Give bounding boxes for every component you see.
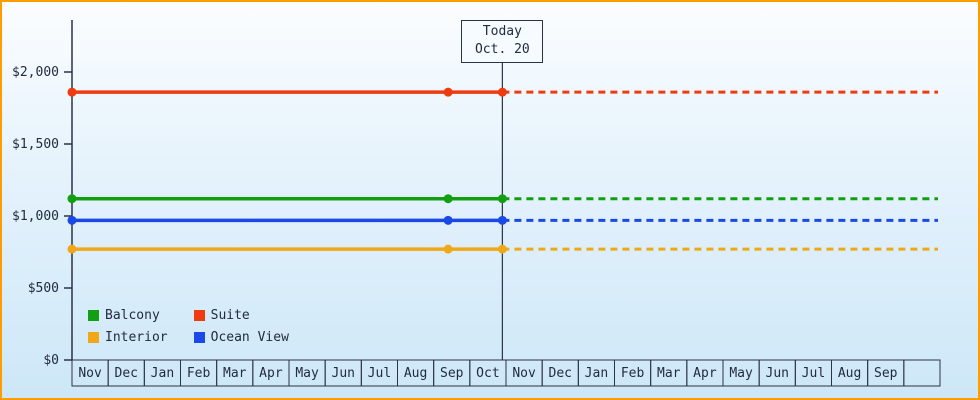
legend-label: Balcony (105, 308, 160, 323)
y-tick-label: $1,500 (12, 137, 59, 152)
legend-item-interior: Interior (88, 330, 168, 345)
series-marker (443, 244, 453, 254)
today-flag-title: Today (482, 24, 522, 39)
interior-swatch-icon (88, 332, 99, 343)
legend-label: Interior (105, 330, 168, 345)
legend-item-suite: Suite (193, 308, 289, 323)
series-marker (497, 194, 507, 204)
suite-swatch-icon (193, 310, 205, 321)
month-label: Nov (78, 366, 102, 381)
month-label: Oct (476, 366, 499, 381)
legend-label: Suite (210, 308, 250, 323)
y-tick-label: $500 (28, 281, 59, 296)
month-label: Jan (151, 366, 174, 381)
month-label: Jun (332, 366, 355, 381)
legend-item-balcony: Balcony (88, 308, 168, 323)
month-label: Feb (187, 366, 211, 381)
y-tick-label: $2,000 (12, 65, 59, 80)
month-label: Jul (368, 366, 391, 381)
month-label: Feb (621, 366, 645, 381)
series-marker (497, 215, 507, 225)
month-label: May (295, 366, 319, 381)
today-flag-date: Oct. 20 (474, 42, 530, 57)
series-marker (443, 194, 453, 204)
month-label: Mar (223, 366, 247, 381)
month-label: May (729, 366, 753, 381)
y-tick-label: $0 (43, 353, 59, 368)
month-label: Dec (549, 366, 572, 381)
today-flag: Today Oct. 20 (461, 20, 544, 63)
legend-label: Ocean View (210, 330, 289, 345)
month-label: Jun (766, 366, 789, 381)
balcony-swatch-icon (88, 310, 99, 321)
series-ocean-view (67, 215, 938, 225)
month-label: Apr (259, 366, 283, 381)
month-label: Jul (802, 366, 825, 381)
series-marker (67, 194, 77, 204)
month-label: Sep (874, 366, 898, 381)
month-label: Dec (115, 366, 138, 381)
series-interior (67, 244, 938, 254)
series-marker (67, 215, 77, 225)
month-label: Aug (404, 366, 427, 381)
month-label: Aug (838, 366, 861, 381)
month-label: Nov (512, 366, 536, 381)
series-marker (497, 244, 507, 254)
series-suite (67, 87, 938, 97)
series-marker (67, 244, 77, 254)
month-label: Sep (440, 366, 464, 381)
series-marker (497, 87, 507, 97)
month-cell (903, 359, 941, 387)
month-label: Apr (693, 366, 717, 381)
series-marker (443, 87, 453, 97)
series-marker (67, 87, 77, 97)
legend-item-ocean-view: Ocean View (193, 330, 289, 345)
month-label: Mar (657, 366, 681, 381)
series-balcony (67, 194, 938, 204)
month-label: Jan (585, 366, 608, 381)
ocean-view-swatch-icon (193, 332, 205, 343)
chart-legend: Balcony Suite Interior Ocean View (88, 308, 289, 345)
series-marker (443, 215, 453, 225)
y-tick-label: $1,000 (12, 209, 59, 224)
